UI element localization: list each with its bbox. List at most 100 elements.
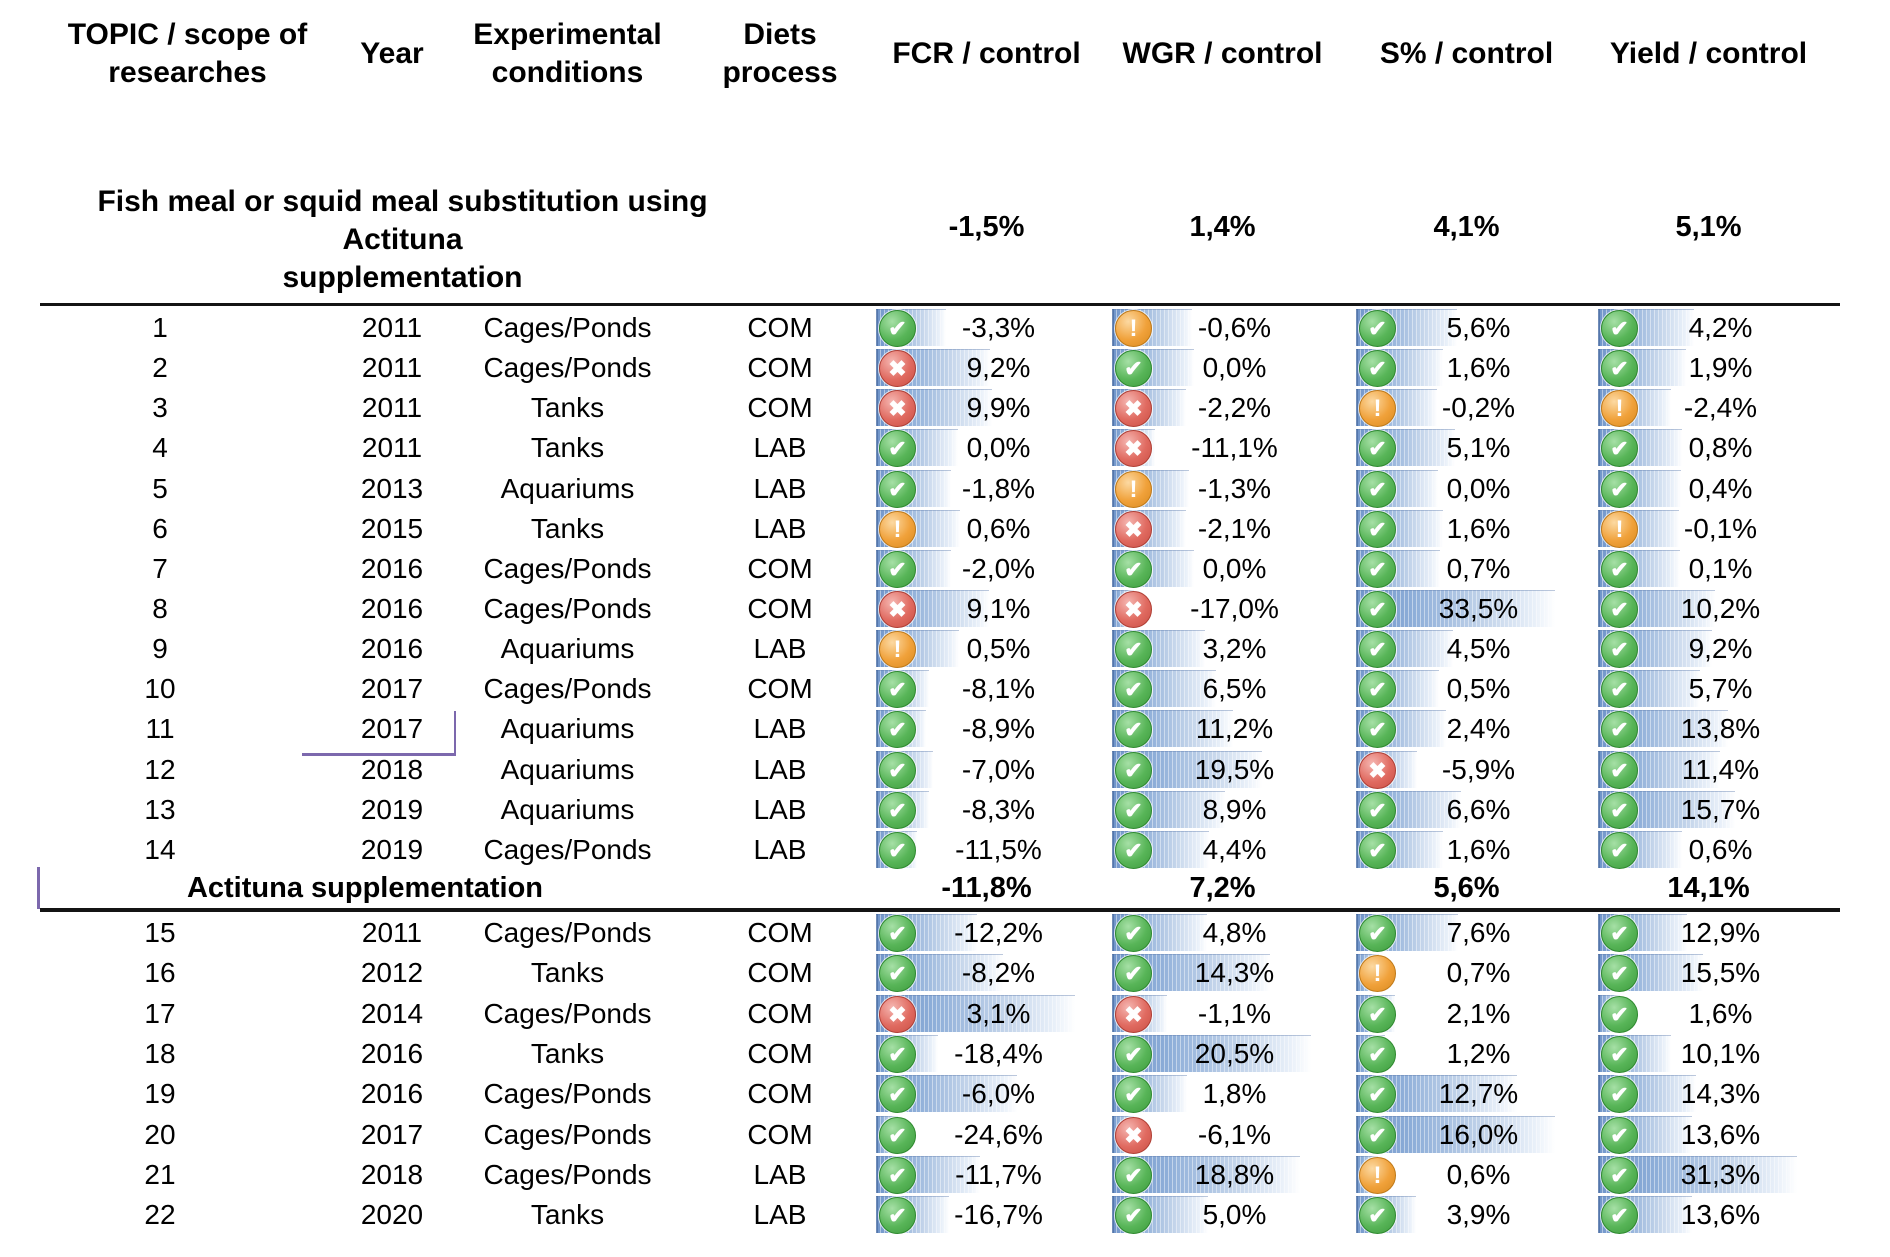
diets-process-cell: LAB [692, 1195, 868, 1235]
check-icon: ✔ [1115, 791, 1152, 829]
conditions-cell-text: Tanks [530, 957, 605, 989]
check-icon: ✔ [1601, 631, 1638, 669]
metric-value: 1,8% [1202, 1078, 1267, 1110]
check-icon: ✔ [1359, 711, 1396, 749]
yield-metric-cell: ✔ 14,3% [1598, 1074, 1819, 1114]
wgr-metric-cell: ✔ 6,5% [1112, 669, 1333, 709]
table-row: 17 2014 Cages/Ponds COM ✖ 3,1% ✖ -1,1% ✔ 2,1% ✔ 1,6… [0, 994, 1890, 1034]
group-2-summary-fcr: -11,8% [941, 871, 1032, 904]
diets-process-cell-text: COM [747, 592, 813, 624]
s-metric-cell: ✔ 2,4% [1356, 709, 1577, 749]
metric-value: -1,1% [1197, 997, 1272, 1029]
check-icon: ✔ [879, 671, 916, 709]
metric-value: 9,2% [966, 352, 1031, 384]
diets-process-cell-text: LAB [753, 833, 807, 865]
row-number-cell-text: 17 [144, 997, 176, 1029]
metric-value: 9,9% [966, 392, 1031, 424]
diets-process-cell: LAB [692, 1155, 868, 1195]
year-cell-text: 2015 [360, 512, 424, 544]
year-cell: 2016 [312, 589, 472, 629]
row-number-cell: 1 [40, 308, 280, 348]
diets-process-cell-text: COM [747, 673, 813, 705]
check-icon: ✔ [1601, 1197, 1638, 1235]
metric-value: 18,8% [1194, 1158, 1275, 1190]
check-icon: ✔ [1359, 791, 1396, 829]
metric-value: -8,3% [961, 793, 1036, 825]
row-number-cell: 15 [40, 913, 280, 953]
metric-value: 4,5% [1446, 633, 1511, 665]
table-row: 19 2016 Cages/Ponds COM ✔ -6,0% ✔ 1,8% ✔ 12,7% ✔ 14… [0, 1074, 1890, 1114]
year-cell-text: 2012 [360, 957, 424, 989]
conditions-cell-text: Cages/Ponds [483, 1078, 652, 1110]
diets-process-cell-text: LAB [753, 432, 807, 464]
s-metric-cell: ✔ 5,1% [1356, 428, 1577, 468]
row-number-cell-text: 7 [152, 552, 168, 584]
row-number-cell: 11 [40, 709, 280, 749]
metric-value: -2,1% [1197, 512, 1272, 544]
wgr-metric-cell: ✔ 14,3% [1112, 953, 1333, 993]
check-icon: ✔ [1359, 671, 1396, 709]
s-metric-cell: ✔ 6,6% [1356, 790, 1577, 830]
metric-value: 1,6% [1446, 833, 1511, 865]
fcr-metric-cell: ! 0,5% [876, 629, 1097, 669]
row-number-cell: 6 [40, 509, 280, 549]
cross-icon: ✖ [879, 350, 916, 388]
diets-process-cell-text: COM [747, 352, 813, 384]
check-icon: ✔ [1601, 1035, 1638, 1073]
row-number-cell: 3 [40, 388, 280, 428]
conditions-cell: Aquariums [455, 709, 680, 749]
check-icon: ✔ [1359, 995, 1396, 1033]
table-row: 1 2011 Cages/Ponds COM ✔ -3,3%! -0,6% ✔ 5,6% ✔ 4,2… [0, 308, 1890, 348]
s-metric-cell: ✔ 0,7% [1356, 549, 1577, 589]
year-cell: 2019 [312, 790, 472, 830]
group-2-summary-s: 5,6% [1433, 871, 1500, 904]
conditions-cell: Cages/Ponds [455, 589, 680, 629]
cross-icon: ✖ [1115, 995, 1152, 1033]
wgr-metric-cell: ✔ 18,8% [1112, 1155, 1333, 1195]
group-1-summary-yield: 5,1% [1675, 210, 1742, 243]
metric-value: -8,2% [961, 957, 1036, 989]
row-number-cell: 2 [40, 348, 280, 388]
year-cell: 2018 [312, 750, 472, 790]
metric-value: 2,4% [1446, 713, 1511, 745]
warn-icon: ! [879, 631, 916, 669]
check-icon: ✔ [879, 1116, 916, 1154]
conditions-cell-text: Cages/Ponds [483, 1118, 652, 1150]
wgr-metric-cell: ✔ 3,2% [1112, 629, 1333, 669]
yield-metric-cell: ! -0,1% [1598, 509, 1819, 549]
yield-metric-cell: ! -2,4% [1598, 388, 1819, 428]
col-header-yield: Yield / control [1609, 36, 1808, 70]
wgr-metric-cell: ✖ -1,1% [1112, 994, 1333, 1034]
year-cell-text: 2011 [361, 432, 423, 464]
check-icon: ✔ [879, 751, 916, 789]
check-icon: ✔ [1601, 955, 1638, 993]
group-2-title: Actituna supplementation [186, 871, 544, 904]
year-cell: 2017 [312, 1115, 472, 1155]
check-icon: ✔ [879, 915, 916, 952]
yield-metric-cell: ✔ 5,7% [1598, 669, 1819, 709]
row-number-cell: 8 [40, 589, 280, 629]
s-metric-cell: ✔ 4,5% [1356, 629, 1577, 669]
check-icon: ✔ [1601, 350, 1638, 388]
col-header-topic: TOPIC / scope of researches [67, 17, 308, 89]
row-number-cell-text: 12 [144, 753, 176, 785]
row-number-cell-text: 22 [144, 1199, 176, 1231]
check-icon: ✔ [1359, 470, 1396, 508]
s-metric-cell: ✔ 33,5% [1356, 589, 1577, 629]
wgr-metric-cell: ✔ 19,5% [1112, 750, 1333, 790]
fcr-metric-cell: ✔ -11,5% [876, 830, 1097, 870]
year-cell: 2016 [312, 1074, 472, 1114]
check-icon: ✔ [1601, 995, 1638, 1033]
check-icon: ✔ [1115, 350, 1152, 388]
year-cell-text: 2011 [361, 392, 423, 424]
check-icon: ✔ [1601, 1076, 1638, 1114]
check-icon: ✔ [1115, 1156, 1152, 1194]
header-divider-line [40, 303, 1840, 306]
row-number-cell-text: 8 [152, 592, 168, 624]
conditions-cell: Cages/Ponds [455, 308, 680, 348]
wgr-metric-cell: ! -1,3% [1112, 469, 1333, 509]
conditions-cell: Cages/Ponds [455, 1155, 680, 1195]
metric-value: 0,4% [1688, 472, 1753, 504]
metric-value: 0,5% [1446, 673, 1511, 705]
yield-metric-cell: ✔ 0,6% [1598, 830, 1819, 870]
